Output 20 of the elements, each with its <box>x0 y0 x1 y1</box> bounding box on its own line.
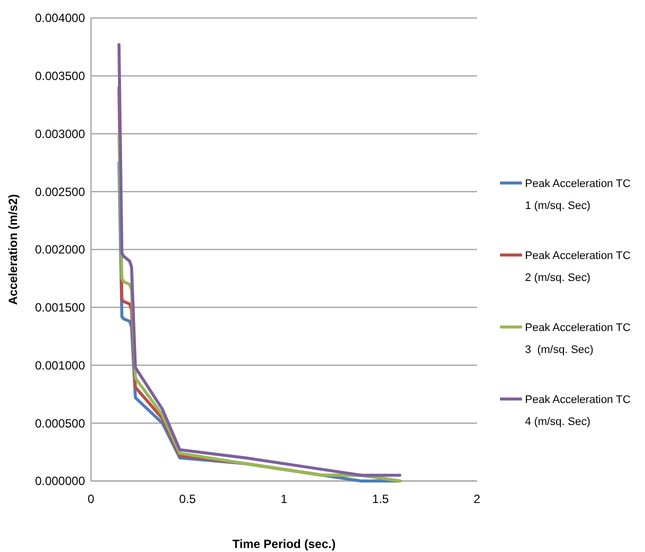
x-tick-label: 1.5 <box>372 492 390 506</box>
y-tick-label: 0.001500 <box>34 300 86 315</box>
y-tick-label: 0.001000 <box>34 358 86 372</box>
y-tick-label: 0.003000 <box>34 126 86 141</box>
x-tick-label: 0.5 <box>179 492 196 506</box>
x-tick-label: 1 <box>280 492 288 506</box>
x-tick-label: 2 <box>474 492 481 506</box>
legend-label: Peak Acceleration TC 2 (m/sq. Sec) <box>525 250 631 284</box>
y-tick-label: 0.000000 <box>34 474 86 488</box>
x-tick-label: 0 <box>88 492 95 506</box>
y-tick-label: 0.002500 <box>34 184 86 199</box>
y-axis-title: Acceleration (m/s2) <box>6 194 20 305</box>
y-tick-label: 0.002000 <box>34 242 86 257</box>
legend-label: Peak Acceleration TC 4 (m/sq. Sec) <box>525 394 631 428</box>
y-tick-label: 0.004000 <box>34 11 86 26</box>
x-axis-title: Time Period (sec.) <box>232 537 336 551</box>
legend-label: Peak Acceleration TC 3 (m/sq. Sec) <box>525 322 631 356</box>
y-tick-label: 0.000500 <box>34 416 86 430</box>
y-tick-label: 0.003500 <box>34 69 86 84</box>
legend-label: Peak Acceleration TC 1 (m/sq. Sec) <box>525 178 631 212</box>
